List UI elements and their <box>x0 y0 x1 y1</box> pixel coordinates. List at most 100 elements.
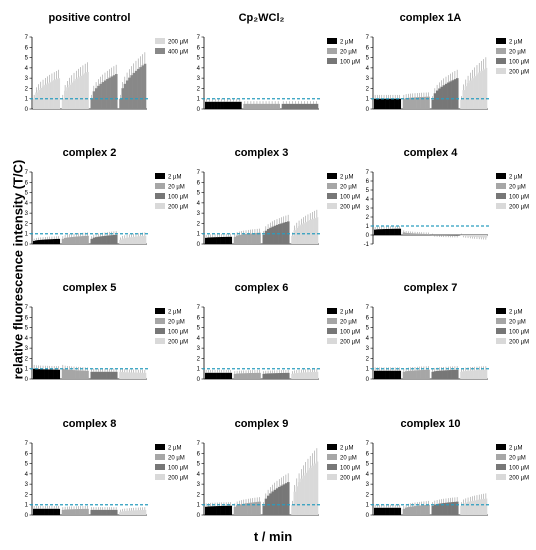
legend-label: 100 µM <box>168 466 188 472</box>
data-bar <box>262 505 266 515</box>
data-bar <box>57 238 61 244</box>
data-bar <box>77 77 80 109</box>
data-bar <box>103 509 107 515</box>
data-bar <box>378 229 381 235</box>
data-bar <box>137 68 140 109</box>
data-bar <box>209 506 212 515</box>
data-bar <box>253 502 257 515</box>
data-bar <box>134 510 138 515</box>
data-bar <box>207 506 210 515</box>
y-tick-label: 1 <box>197 232 201 238</box>
subplot-1: positive control 0 1 2 3 4 5 6 7 200 µM 400 µM <box>25 12 188 113</box>
data-bar <box>205 237 208 244</box>
y-tick-label: 3 <box>25 76 29 82</box>
legend-swatch <box>327 48 337 54</box>
data-bar <box>315 217 319 244</box>
data-bar <box>115 234 118 244</box>
data-bar <box>284 103 289 109</box>
data-bar <box>97 371 100 379</box>
data-bar <box>121 511 125 515</box>
subplot-9: complex 7 0 1 2 3 4 5 6 7 2 µM 20 µM 100 µM 200 µM <box>366 282 529 383</box>
subplot-title: complex 9 <box>235 418 289 430</box>
data-bar <box>46 508 49 515</box>
legend-swatch <box>327 328 337 334</box>
data-bar <box>57 508 61 515</box>
y-tick-label: 6 <box>366 45 370 51</box>
data-bar <box>81 236 85 244</box>
legend-swatch <box>327 454 337 460</box>
data-bar <box>55 79 58 109</box>
data-bar <box>418 97 421 109</box>
data-bar <box>473 370 477 379</box>
legend-swatch <box>155 338 165 344</box>
legend-swatch <box>327 183 337 189</box>
data-bar <box>112 75 116 109</box>
y-tick-label: 1 <box>25 232 29 238</box>
data-bar <box>86 71 89 109</box>
data-bar <box>79 508 83 515</box>
data-bar <box>293 491 297 515</box>
data-bar <box>420 96 424 109</box>
data-bar <box>97 236 100 244</box>
data-bar <box>396 98 399 109</box>
legend-swatch <box>327 318 337 324</box>
legend-label: 2 µM <box>340 310 353 316</box>
data-bar <box>94 371 98 379</box>
data-bar <box>79 236 83 244</box>
subplot-6: complex 4 -1 0 1 2 3 4 5 6 7 2 µM 20 µM 100 µM 200 µM <box>364 147 529 248</box>
data-bar <box>449 81 452 109</box>
data-bar <box>108 371 111 379</box>
data-bar <box>205 506 208 515</box>
data-bar <box>130 510 133 515</box>
data-bar <box>41 508 45 515</box>
data-bar <box>460 235 463 236</box>
data-bar <box>267 103 271 109</box>
legend-label: 20 µM <box>168 185 185 191</box>
y-tick-label: 3 <box>25 211 29 217</box>
subplot-4: complex 2 0 1 2 3 4 5 6 7 2 µM 20 µM 100 µM 200 µM <box>25 147 188 248</box>
data-bar <box>300 478 303 515</box>
data-bar <box>440 503 443 515</box>
y-tick-label: 4 <box>197 336 201 342</box>
data-bar <box>130 75 133 109</box>
data-bar <box>99 371 102 379</box>
y-tick-label: 6 <box>25 180 29 186</box>
data-bar <box>48 508 52 515</box>
data-bar <box>473 76 477 109</box>
y-tick-label: 2 <box>366 215 370 221</box>
data-bar <box>290 103 295 109</box>
legend-label: 2 µM <box>509 40 522 46</box>
data-bar <box>110 509 114 515</box>
data-bar <box>72 509 76 515</box>
legend-swatch <box>496 173 506 179</box>
data-bar <box>295 227 299 244</box>
data-bar <box>409 506 412 515</box>
data-bar <box>229 372 233 379</box>
data-bar <box>258 501 261 515</box>
data-bar <box>233 236 237 244</box>
data-bar <box>115 509 118 515</box>
data-bar <box>271 491 274 515</box>
data-bar <box>132 510 136 515</box>
legend-label: 20 µM <box>509 456 526 462</box>
data-bar <box>258 103 262 109</box>
data-bar <box>407 233 410 235</box>
data-bar <box>244 234 248 244</box>
data-bar <box>63 369 67 379</box>
data-bar <box>413 233 417 235</box>
legend-label: 200 µM <box>509 70 529 76</box>
data-bar <box>103 235 107 244</box>
legend-swatch <box>496 474 506 480</box>
data-bar <box>68 369 71 379</box>
data-bar <box>297 372 301 379</box>
data-bar <box>391 507 395 515</box>
data-bar <box>471 500 474 515</box>
data-bar <box>44 84 47 109</box>
data-bar <box>137 510 140 515</box>
legend-label: 200 µM <box>168 40 188 46</box>
data-bar <box>101 236 105 244</box>
data-bar <box>462 90 466 109</box>
data-bar <box>55 369 58 379</box>
data-bar <box>271 226 274 244</box>
data-bar <box>306 470 310 515</box>
